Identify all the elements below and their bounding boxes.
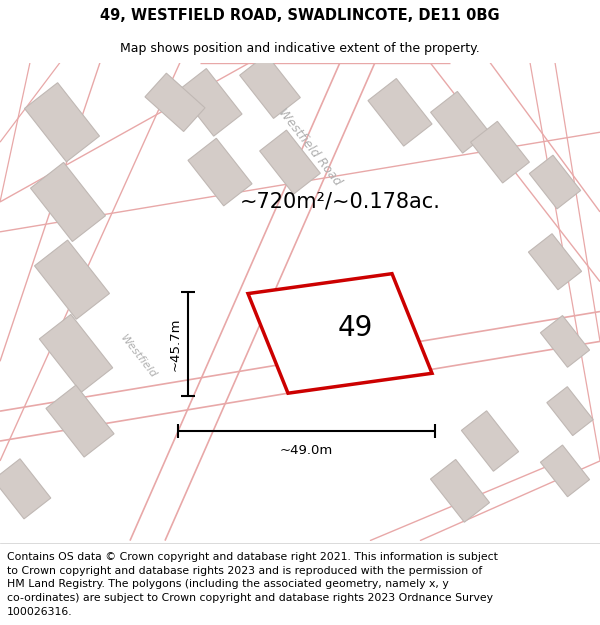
Polygon shape [547, 387, 593, 436]
Polygon shape [46, 385, 114, 457]
Polygon shape [470, 121, 529, 183]
Polygon shape [248, 274, 432, 393]
Text: Westfield: Westfield [118, 332, 158, 380]
Polygon shape [529, 234, 581, 290]
Polygon shape [31, 162, 106, 241]
Polygon shape [431, 91, 490, 153]
Polygon shape [25, 82, 100, 162]
Polygon shape [260, 130, 320, 194]
Text: Westfield Road: Westfield Road [276, 106, 344, 188]
Text: co-ordinates) are subject to Crown copyright and database rights 2023 Ordnance S: co-ordinates) are subject to Crown copyr… [7, 593, 493, 603]
Polygon shape [461, 411, 518, 471]
Polygon shape [178, 69, 242, 136]
Text: 49, WESTFIELD ROAD, SWADLINCOTE, DE11 0BG: 49, WESTFIELD ROAD, SWADLINCOTE, DE11 0B… [100, 8, 500, 23]
Polygon shape [145, 73, 205, 131]
Text: 100026316.: 100026316. [7, 608, 73, 618]
Text: ~45.7m: ~45.7m [169, 317, 182, 371]
Polygon shape [188, 138, 252, 206]
Polygon shape [529, 155, 581, 209]
Text: Contains OS data © Crown copyright and database right 2021. This information is : Contains OS data © Crown copyright and d… [7, 552, 498, 562]
Text: ~49.0m: ~49.0m [280, 444, 333, 457]
Polygon shape [239, 54, 301, 118]
Text: ~720m²/~0.178ac.: ~720m²/~0.178ac. [239, 192, 440, 212]
Polygon shape [35, 240, 109, 319]
Polygon shape [430, 459, 490, 522]
Polygon shape [368, 79, 432, 146]
Text: 49: 49 [337, 314, 373, 342]
Polygon shape [541, 445, 590, 497]
Text: HM Land Registry. The polygons (including the associated geometry, namely x, y: HM Land Registry. The polygons (includin… [7, 579, 449, 589]
Polygon shape [541, 316, 590, 368]
Text: Map shows position and indicative extent of the property.: Map shows position and indicative extent… [120, 42, 480, 55]
Text: to Crown copyright and database rights 2023 and is reproduced with the permissio: to Crown copyright and database rights 2… [7, 566, 482, 576]
Polygon shape [0, 459, 51, 519]
Polygon shape [40, 314, 113, 392]
